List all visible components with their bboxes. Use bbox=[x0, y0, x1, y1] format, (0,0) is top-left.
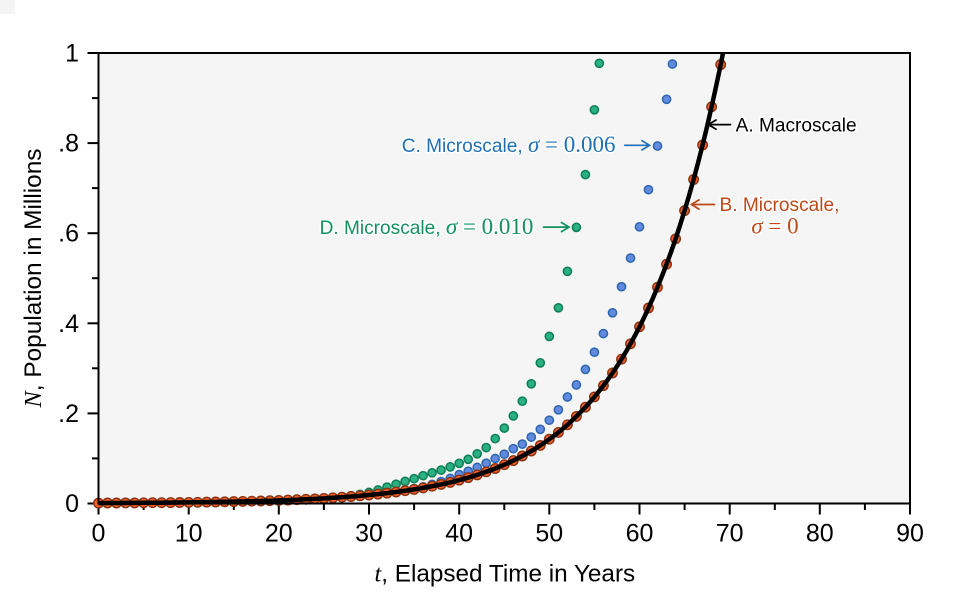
svg-text:0: 0 bbox=[92, 520, 106, 548]
svg-text:0: 0 bbox=[65, 490, 79, 518]
svg-text:C. Microscale, σ = 0.006: C. Microscale, σ = 0.006 bbox=[402, 132, 616, 157]
svg-text:80: 80 bbox=[806, 520, 834, 548]
svg-text:90: 90 bbox=[896, 520, 924, 548]
svg-text:t, Elapsed Time in Years: t, Elapsed Time in Years bbox=[375, 561, 636, 588]
svg-text:1: 1 bbox=[65, 40, 79, 68]
svg-text:D. Microscale, σ = 0.010: D. Microscale, σ = 0.010 bbox=[320, 214, 534, 239]
svg-text:σ = 0: σ = 0 bbox=[751, 214, 798, 239]
svg-text:10: 10 bbox=[175, 520, 203, 548]
svg-text:A. Macroscale: A. Macroscale bbox=[736, 116, 857, 137]
svg-text:60: 60 bbox=[626, 520, 654, 548]
svg-text:B. Microscale,: B. Microscale, bbox=[720, 195, 840, 216]
svg-text:.4: .4 bbox=[58, 310, 79, 338]
svg-text:.2: .2 bbox=[58, 400, 79, 428]
svg-text:40: 40 bbox=[445, 520, 473, 548]
svg-text:30: 30 bbox=[355, 520, 383, 548]
svg-text:50: 50 bbox=[535, 520, 563, 548]
svg-text:70: 70 bbox=[716, 520, 744, 548]
svg-text:20: 20 bbox=[265, 520, 293, 548]
svg-text:.6: .6 bbox=[58, 220, 79, 248]
svg-text:N, Population in Millions: N, Population in Millions bbox=[20, 149, 47, 409]
svg-text:.8: .8 bbox=[58, 130, 79, 158]
